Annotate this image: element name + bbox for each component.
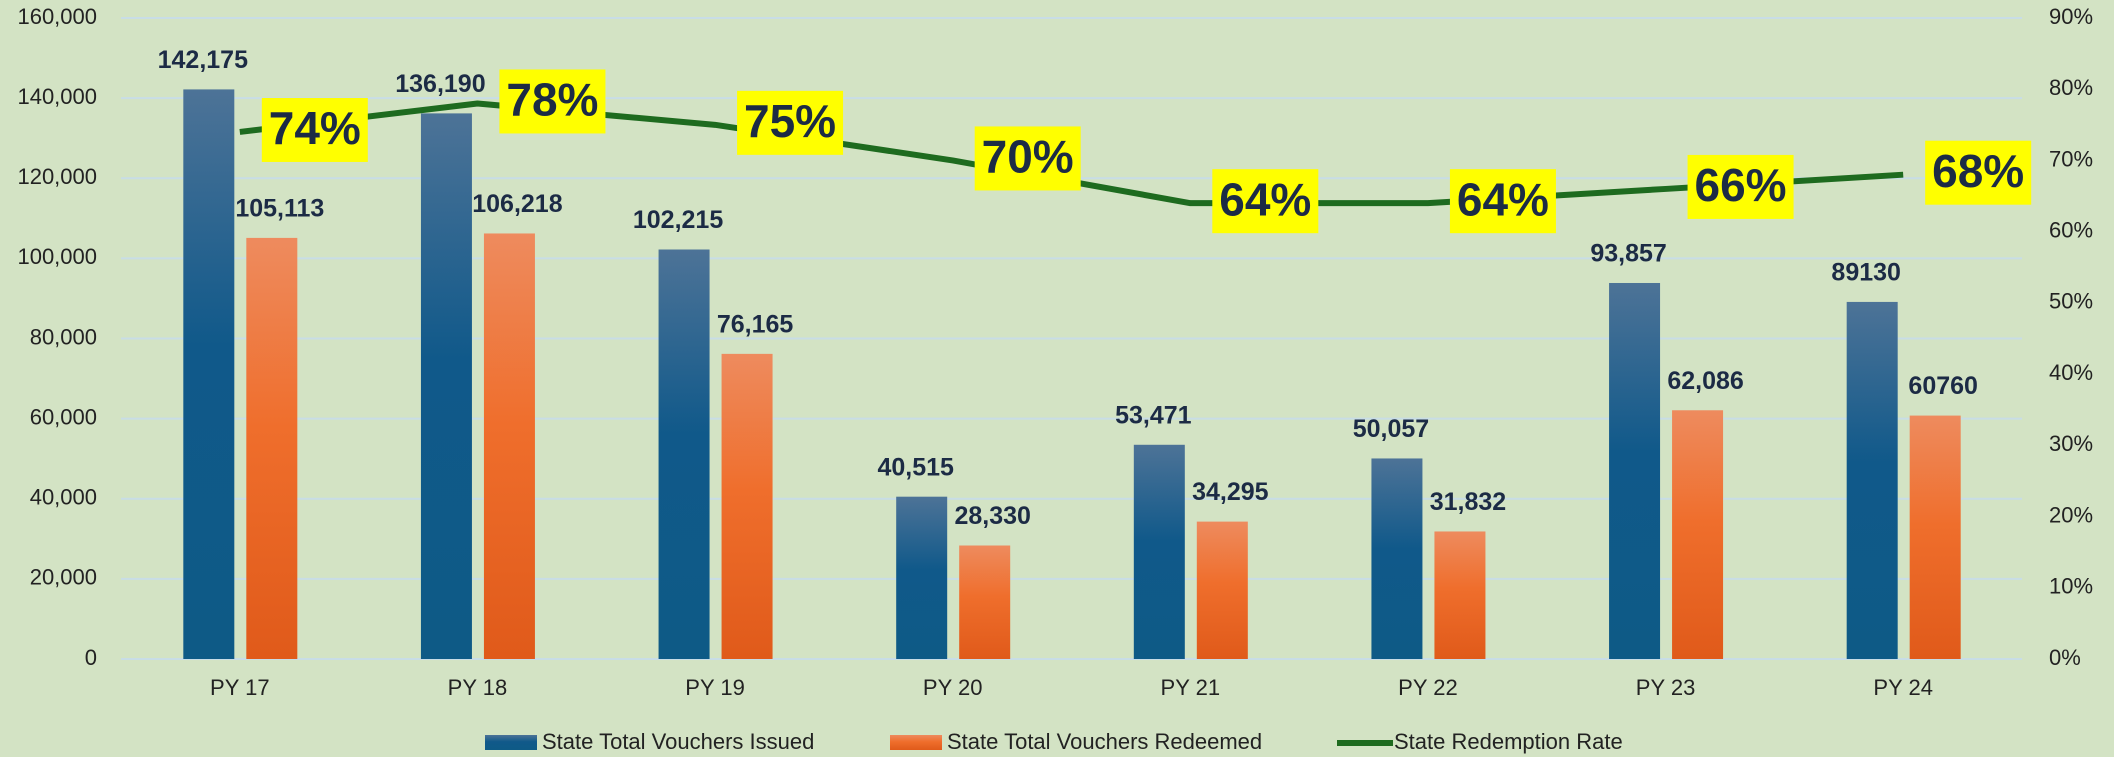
y2-tick-label: 60% bbox=[2049, 217, 2093, 242]
y-tick-label: 60,000 bbox=[30, 404, 97, 429]
y2-tick-label: 40% bbox=[2049, 360, 2093, 385]
data-label: 75% bbox=[744, 95, 836, 147]
data-label: 89130 bbox=[1831, 259, 1901, 287]
rate-label: 64% bbox=[1450, 169, 1556, 233]
x-tick-label: PY 24 bbox=[1873, 675, 1933, 700]
y-tick-label: 80,000 bbox=[30, 324, 97, 349]
data-label: 76,165 bbox=[717, 310, 794, 338]
bar bbox=[183, 89, 234, 659]
y2-tick-label: 10% bbox=[2049, 574, 2093, 599]
y2-tick-label: 50% bbox=[2049, 289, 2093, 314]
rate-label: 68% bbox=[1925, 141, 2031, 205]
x-tick-label: PY 23 bbox=[1636, 675, 1696, 700]
y2-tick-label: 70% bbox=[2049, 146, 2093, 171]
data-label: 64% bbox=[1219, 173, 1311, 225]
bar bbox=[1910, 416, 1961, 659]
data-label: 28,330 bbox=[954, 502, 1030, 530]
y2-tick-label: 80% bbox=[2049, 75, 2093, 100]
data-label: 60760 bbox=[1908, 372, 1978, 400]
bar bbox=[1134, 445, 1185, 659]
legend-swatch bbox=[890, 735, 942, 750]
chart: 0 20,000 40,000 60,000 80,000 100,000 120,000 1… bbox=[0, 0, 2114, 757]
data-label: 136,190 bbox=[395, 70, 485, 98]
rate-label: 75% bbox=[737, 91, 843, 155]
x-tick-label: PY 22 bbox=[1398, 675, 1458, 700]
legend-swatch bbox=[485, 735, 537, 750]
bar bbox=[421, 113, 472, 659]
bar bbox=[1197, 522, 1248, 659]
data-label: 66% bbox=[1695, 159, 1787, 211]
y-tick-label: 40,000 bbox=[30, 485, 97, 510]
data-label: 102,215 bbox=[633, 206, 723, 234]
data-label: 34,295 bbox=[1192, 478, 1269, 506]
y-tick-label: 140,000 bbox=[17, 84, 97, 109]
data-label: 78% bbox=[506, 74, 598, 126]
rate-label: 78% bbox=[499, 69, 605, 133]
bar bbox=[722, 354, 773, 659]
data-label: 70% bbox=[982, 131, 1074, 183]
bar bbox=[1371, 458, 1422, 659]
data-label: 68% bbox=[1932, 145, 2024, 197]
y-tick-label: 100,000 bbox=[17, 244, 97, 269]
y-tick-label: 20,000 bbox=[30, 565, 97, 590]
x-tick-label: PY 19 bbox=[685, 675, 745, 700]
bar bbox=[659, 250, 710, 659]
bar bbox=[1847, 302, 1898, 659]
data-label: 74% bbox=[269, 102, 361, 154]
rate-label: 66% bbox=[1688, 155, 1794, 219]
data-label: 142,175 bbox=[158, 46, 248, 74]
data-label: 31,832 bbox=[1430, 488, 1506, 516]
data-label: 106,218 bbox=[472, 190, 562, 218]
y2-tick-label: 90% bbox=[2049, 4, 2093, 29]
data-label: 50,057 bbox=[1353, 415, 1429, 443]
y2-tick-label: 0% bbox=[2049, 645, 2081, 670]
bar bbox=[896, 497, 947, 659]
data-label: 64% bbox=[1457, 173, 1549, 225]
y-tick-label: 0 bbox=[85, 645, 97, 670]
bar bbox=[1434, 531, 1485, 659]
y2-tick-label: 30% bbox=[2049, 431, 2093, 456]
data-label: 53,471 bbox=[1115, 401, 1192, 429]
y-tick-label: 120,000 bbox=[17, 164, 97, 189]
bar bbox=[1672, 410, 1723, 659]
legend-label: State Redemption Rate bbox=[1394, 729, 1623, 754]
x-tick-label: PY 20 bbox=[923, 675, 983, 700]
bar bbox=[484, 233, 535, 659]
x-tick-label: PY 18 bbox=[448, 675, 508, 700]
bar bbox=[959, 546, 1010, 659]
x-tick-label: PY 17 bbox=[210, 675, 270, 700]
bar bbox=[246, 238, 297, 659]
y2-tick-label: 20% bbox=[2049, 502, 2093, 527]
legend-label: State Total Vouchers Redeemed bbox=[947, 729, 1262, 754]
data-label: 62,086 bbox=[1667, 367, 1743, 395]
legend-label: State Total Vouchers Issued bbox=[542, 729, 814, 754]
bar bbox=[1609, 283, 1660, 659]
rate-label: 74% bbox=[262, 98, 368, 162]
rate-label: 70% bbox=[975, 126, 1081, 190]
x-tick-label: PY 21 bbox=[1161, 675, 1221, 700]
y-tick-label: 160,000 bbox=[17, 4, 97, 29]
data-label: 40,515 bbox=[877, 453, 954, 481]
rate-label: 64% bbox=[1212, 169, 1318, 233]
data-label: 105,113 bbox=[235, 195, 324, 223]
data-label: 93,857 bbox=[1590, 240, 1666, 268]
